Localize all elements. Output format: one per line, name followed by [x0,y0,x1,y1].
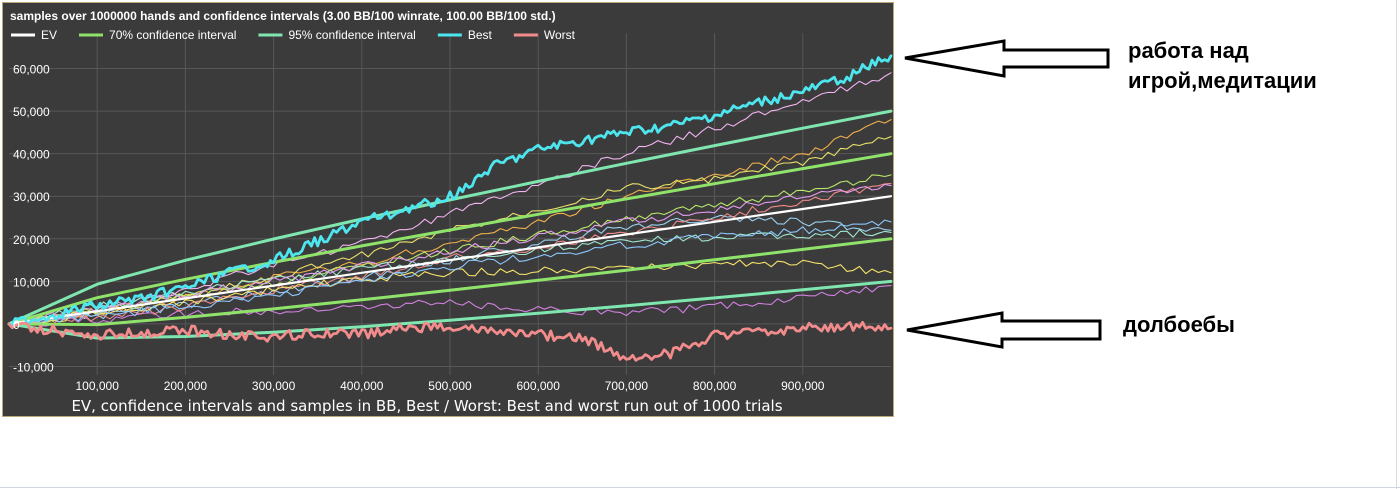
series-worst [7,320,893,362]
series-sample [8,219,892,325]
x-tick-label: 400,000 [340,379,384,393]
bottom-arrow [906,311,1102,349]
legend-label: 70% confidence interval [109,28,236,42]
chart-title: samples over 1000000 hands and confidenc… [10,9,556,23]
chart-subtitle: EV, confidence intervals and samples in … [71,397,782,415]
legend-label: Worst [544,28,576,42]
page-bottom-divider [0,487,1400,488]
y-tick-label: -10,000 [13,360,54,374]
x-tick-label: 900,000 [781,379,825,393]
bottom-annotation: долбоебы [1123,312,1235,337]
chart-panel: -10,000 0 10,000 20,000 30,000 40,000 50,000 60… [2,2,894,417]
x-tick-label: 100,000 [76,379,120,393]
chart-svg: -10,000 0 10,000 20,000 30,000 40,000 50,000 60… [7,9,893,415]
x-tick-label: 700,000 [605,379,649,393]
legend-label: Best [468,28,493,42]
legend: EV 70% confidence interval 95% confidence … [11,28,576,42]
y-tick-label: 10,000 [13,275,50,289]
x-tick-label: 200,000 [164,379,208,393]
series-ev [7,195,893,325]
x-tick-label: 500,000 [428,379,472,393]
series-95-confidence-interval [7,109,893,326]
top-arrow [904,39,1110,78]
y-tick-label: 60,000 [13,63,50,77]
series-70-confidence-interval [7,152,893,326]
x-tick-label: 600,000 [517,379,561,393]
y-tick-label: 0 [13,318,20,332]
series-sample [8,285,892,327]
series-70-confidence-interval [7,237,893,327]
y-tick-label: 40,000 [13,148,50,162]
series-sample [8,259,892,327]
axis-layer: -10,000 0 10,000 20,000 30,000 40,000 50,000 60… [13,63,825,393]
y-tick-label: 20,000 [13,233,50,247]
grid-layer [9,33,891,375]
top-annotation-line-1: работа над [1128,38,1249,63]
y-tick-label: 30,000 [13,190,50,204]
top-annotation: работа над игрой,медитации [1128,36,1388,96]
series-best [7,54,893,327]
top-annotation-line-2: игрой,медитации [1128,68,1317,93]
series-layer [7,54,893,362]
x-tick-label: 800,000 [693,379,737,393]
series-sample [8,182,892,327]
y-tick-label: 50,000 [13,105,50,119]
x-tick-label: 300,000 [252,379,296,393]
series-95-confidence-interval [7,279,893,340]
legend-label: EV [41,28,57,42]
page-right-edge [1396,0,1397,489]
legend-label: 95% confidence interval [288,28,415,42]
